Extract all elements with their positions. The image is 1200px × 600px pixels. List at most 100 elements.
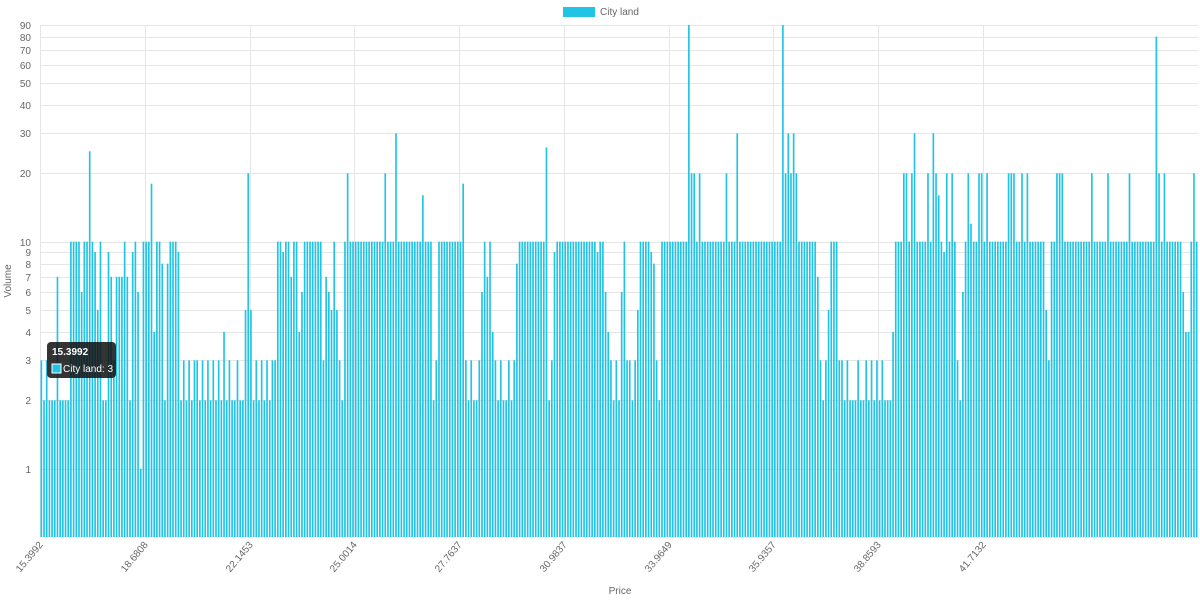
bar[interactable] [231, 400, 233, 537]
bar[interactable] [268, 400, 271, 537]
bar[interactable] [491, 331, 494, 537]
bar[interactable] [529, 241, 532, 537]
bar[interactable] [139, 468, 142, 537]
bar[interactable] [542, 241, 545, 537]
bar[interactable] [999, 241, 1002, 537]
bar[interactable] [1066, 241, 1069, 537]
bar[interactable] [962, 292, 964, 537]
bar[interactable] [959, 400, 962, 537]
bar[interactable] [803, 241, 806, 537]
bar[interactable] [988, 241, 991, 537]
bar[interactable] [978, 173, 980, 538]
bar[interactable] [1058, 173, 1061, 538]
bar[interactable] [908, 241, 911, 537]
bar[interactable] [45, 360, 48, 537]
bar[interactable] [722, 241, 725, 537]
bar[interactable] [666, 241, 669, 537]
bar[interactable] [690, 173, 693, 538]
bar[interactable] [1056, 173, 1058, 538]
bar[interactable] [86, 241, 88, 537]
legend-swatch[interactable] [563, 7, 595, 17]
bar[interactable] [456, 241, 459, 537]
bar[interactable] [499, 360, 502, 537]
bar[interactable] [892, 331, 894, 537]
bar[interactable] [1088, 241, 1091, 537]
bar[interactable] [631, 400, 634, 537]
bar[interactable] [48, 400, 51, 537]
bar[interactable] [752, 241, 755, 537]
bar[interactable] [322, 360, 325, 537]
bar[interactable] [795, 173, 798, 538]
bar[interactable] [242, 400, 244, 537]
bar[interactable] [564, 241, 567, 537]
bar[interactable] [432, 400, 435, 537]
bar[interactable] [131, 252, 134, 537]
bar[interactable] [859, 400, 862, 537]
bar[interactable] [470, 360, 473, 537]
bar[interactable] [677, 241, 679, 537]
bar[interactable] [642, 241, 645, 537]
bar[interactable] [190, 400, 193, 537]
bar[interactable] [389, 241, 392, 537]
bar[interactable] [1069, 241, 1072, 537]
bar[interactable] [1042, 241, 1045, 537]
bar[interactable] [368, 241, 370, 537]
bar[interactable] [311, 241, 314, 537]
bar[interactable] [424, 241, 427, 537]
bar[interactable] [473, 400, 475, 537]
bar[interactable] [123, 241, 126, 537]
bar[interactable] [819, 360, 822, 537]
bar[interactable] [1085, 241, 1088, 537]
bar[interactable] [413, 241, 416, 537]
bar[interactable] [352, 241, 354, 537]
bar[interactable] [400, 241, 403, 537]
bar[interactable] [513, 360, 516, 537]
bar[interactable] [919, 241, 921, 537]
bar[interactable] [349, 241, 352, 537]
bar[interactable] [306, 241, 309, 537]
bar[interactable] [1109, 241, 1112, 537]
bar[interactable] [451, 241, 454, 537]
bar[interactable] [787, 133, 790, 537]
bar[interactable] [951, 173, 953, 538]
bar[interactable] [1171, 241, 1174, 537]
bar[interactable] [287, 241, 290, 537]
bar[interactable] [438, 241, 440, 537]
bar[interactable] [1123, 241, 1125, 537]
bar[interactable] [1064, 241, 1066, 537]
bar[interactable] [881, 360, 884, 537]
bar[interactable] [142, 241, 145, 537]
bar[interactable] [1139, 241, 1142, 537]
bar[interactable] [937, 195, 940, 538]
bar[interactable] [1074, 241, 1077, 537]
bar[interactable] [849, 400, 851, 537]
bar[interactable] [381, 241, 384, 537]
bar[interactable] [1128, 173, 1131, 538]
bar[interactable] [911, 173, 913, 538]
bar[interactable] [236, 360, 239, 537]
bar[interactable] [290, 276, 293, 537]
bar[interactable] [1187, 331, 1190, 537]
bar[interactable] [551, 360, 553, 537]
bar[interactable] [567, 241, 569, 537]
bar[interactable] [634, 360, 636, 537]
bar[interactable] [561, 241, 564, 537]
bar[interactable] [1136, 241, 1139, 537]
bar[interactable] [580, 241, 583, 537]
bar[interactable] [524, 241, 526, 537]
bar[interactable] [870, 360, 873, 537]
bar[interactable] [258, 400, 260, 537]
bar[interactable] [593, 241, 596, 537]
bar[interactable] [626, 360, 628, 537]
bar[interactable] [645, 241, 647, 537]
bar[interactable] [739, 241, 741, 537]
bar[interactable] [1021, 173, 1023, 538]
bar[interactable] [604, 292, 607, 537]
bar[interactable] [1072, 241, 1074, 537]
bar[interactable] [43, 400, 45, 537]
bar[interactable] [121, 276, 123, 537]
bar[interactable] [1107, 173, 1109, 538]
bar[interactable] [720, 241, 722, 537]
bar[interactable] [145, 241, 147, 537]
bar[interactable] [534, 241, 537, 537]
